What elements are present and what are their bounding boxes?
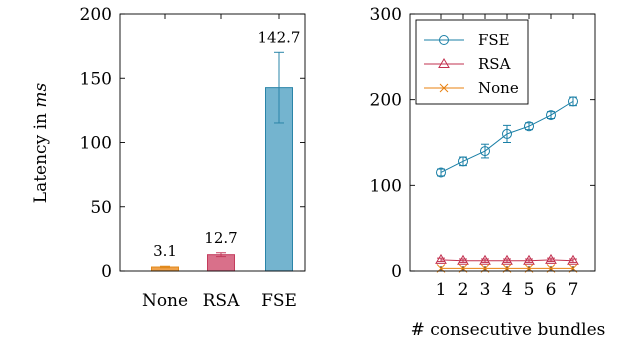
bar-x-tick-label: None	[142, 291, 188, 311]
data-point	[524, 121, 534, 132]
data-point	[545, 253, 557, 264]
bar-y-tick-label: 150	[80, 69, 112, 89]
bar-y-tick-label: 0	[101, 262, 112, 282]
legend-marker	[439, 83, 449, 93]
bar-y-tick-label: 100	[80, 134, 112, 154]
bar-y-tick-label: 50	[90, 198, 112, 218]
legend-label: RSA	[478, 55, 511, 73]
data-point	[457, 254, 469, 265]
cross-stroke	[439, 83, 449, 93]
line-x-tick-label: 1	[436, 280, 447, 300]
bar-y-axis-label: Latency in ms	[31, 83, 51, 204]
line-x-tick-label: 2	[458, 280, 469, 300]
legend-label: FSE	[478, 31, 510, 49]
line-x-tick-label: 5	[524, 280, 535, 300]
bar-rsa	[207, 254, 235, 272]
line-y-tick-label: 300	[370, 5, 402, 25]
data-point	[480, 146, 490, 157]
data-label: 142.7	[258, 28, 301, 46]
bar-x-tick-label: FSE	[261, 291, 297, 311]
data-point	[567, 254, 579, 265]
bar-y-tick-label: 200	[80, 5, 112, 25]
line-x-tick-label: 7	[568, 280, 579, 300]
data-point	[436, 167, 446, 178]
bar-x-tick-label: RSA	[203, 291, 240, 311]
bar-chart: 3.1 12.7 142.7 0 50 100 150 200 None RSA FSE Lat…	[31, 5, 306, 311]
legend-marker	[438, 58, 450, 68]
series-fse	[436, 96, 578, 178]
line-y-tick-label: 0	[391, 262, 402, 282]
line-x-tick-label: 4	[502, 280, 513, 300]
line-y-tick-label: 100	[370, 176, 402, 196]
bar-plot-frame	[119, 13, 306, 272]
series-rsa	[435, 253, 579, 265]
data-point	[458, 156, 468, 167]
line-x-axis-label: # consecutive bundles	[411, 320, 606, 340]
data-label: 12.7	[204, 229, 237, 247]
line-x-tick-label: 6	[546, 280, 557, 300]
legend-marker	[439, 35, 449, 45]
data-point	[435, 253, 447, 264]
data-point	[479, 254, 491, 265]
line-plot-frame	[409, 13, 596, 272]
legend: FSE RSA None	[415, 19, 529, 105]
data-point	[523, 254, 535, 265]
legend-label: None	[478, 79, 519, 97]
data-point	[546, 110, 556, 121]
line-y-tick-label: 200	[370, 91, 402, 111]
data-point	[501, 254, 513, 265]
data-label: 3.1	[153, 242, 177, 260]
data-point	[568, 96, 578, 107]
line-x-tick-label: 3	[480, 280, 491, 300]
data-point	[502, 128, 512, 139]
legend-box	[415, 19, 529, 105]
